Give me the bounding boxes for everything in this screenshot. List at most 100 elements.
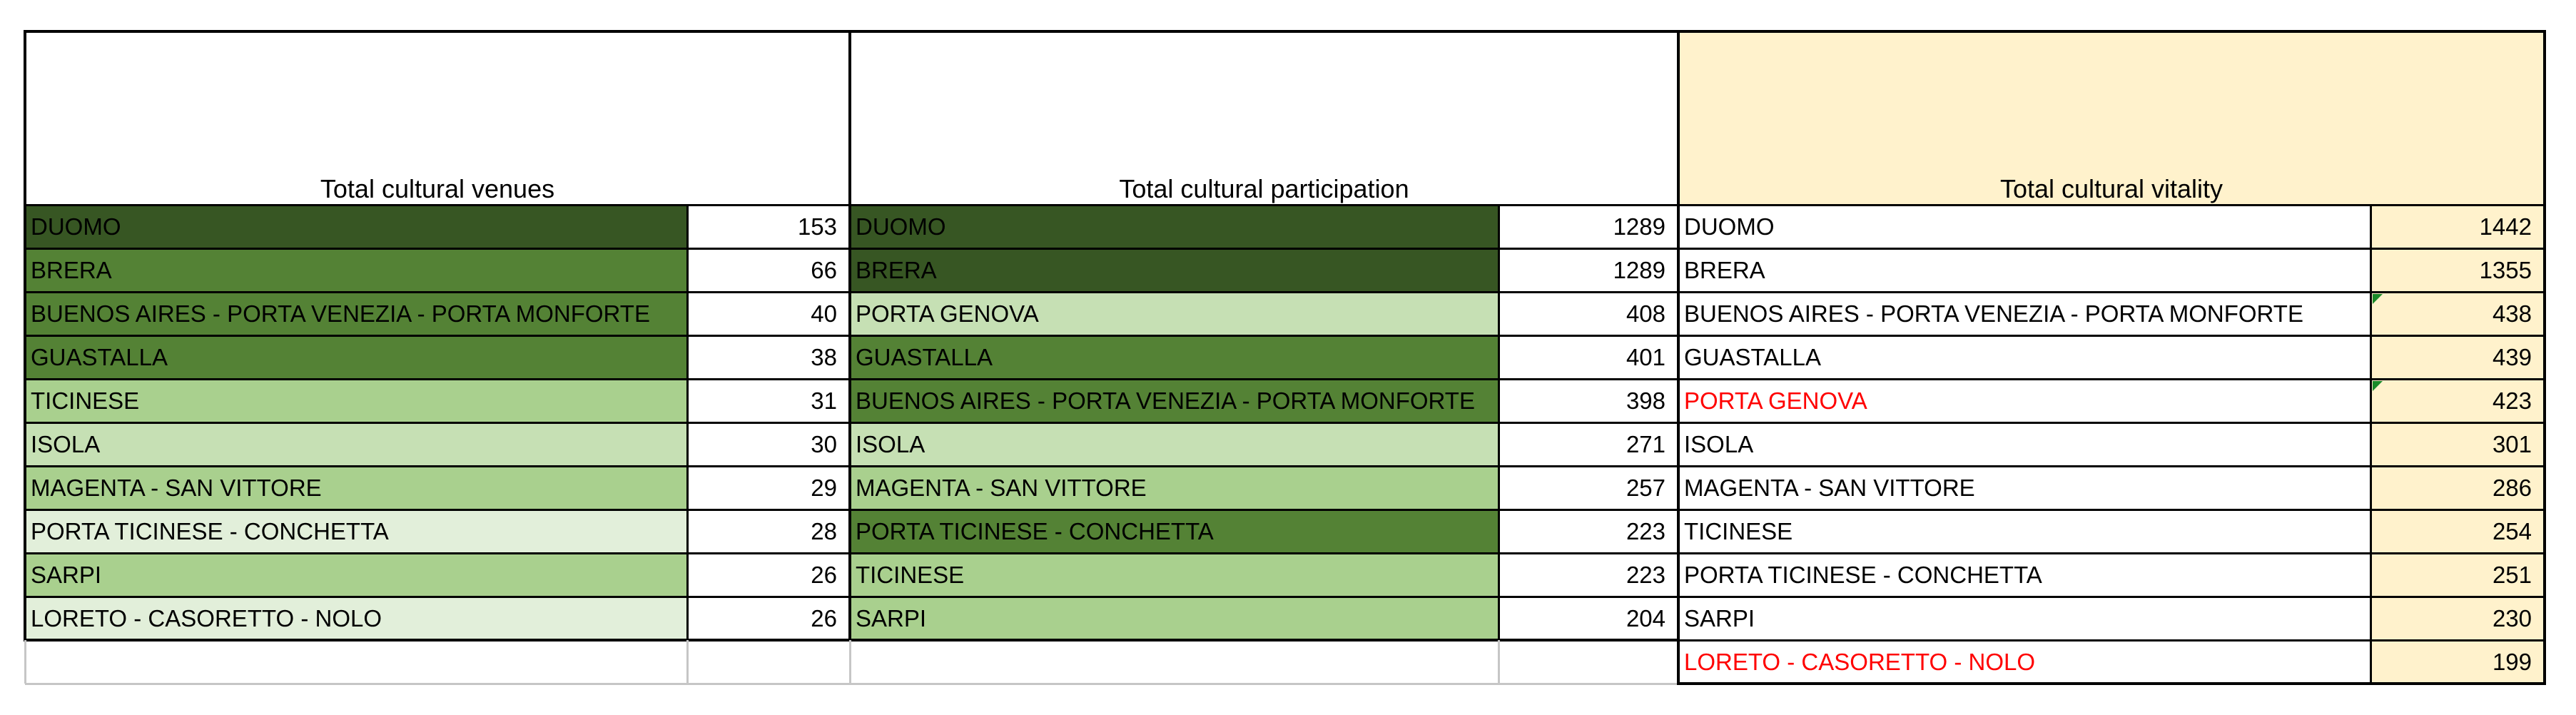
column-divider [1498,205,1500,640]
row-border [25,248,850,250]
district-name-cell[interactable]: PORTA TICINESE - CONCHETTA [850,509,1499,553]
district-name-cell[interactable]: ISOLA [25,422,687,466]
row-border [25,378,850,380]
row-border [25,291,850,293]
table-header: Total cultural vitality [1999,174,2223,203]
district-name-cell[interactable]: PORTA GENOVA [1684,387,1867,414]
row-border [1678,552,2545,554]
district-name-cell[interactable]: BUENOS AIRES - PORTA VENEZIA - PORTA MON… [25,292,687,335]
value-cell[interactable]: 251 [2370,553,2545,597]
value-cell[interactable]: 40 [811,300,837,327]
value-cell[interactable]: 439 [2370,335,2545,379]
district-name-cell[interactable]: SARPI [850,597,1499,640]
row-border [850,248,1678,250]
value-cell[interactable]: 26 [811,562,837,588]
value-cell[interactable]: 1355 [2370,248,2545,292]
value-cell[interactable]: 271 [1626,431,1665,457]
district-name-cell[interactable]: DUOMO [25,205,687,248]
row-border [850,552,1678,554]
empty-grid-line [25,683,850,685]
comment-indicator-icon[interactable] [2373,381,2383,391]
district-name-cell[interactable]: ISOLA [850,422,1499,466]
district-name-cell[interactable]: TICINESE [25,379,687,422]
row-border [1678,639,2545,642]
district-name-cell[interactable]: GUASTALLA [850,335,1499,379]
row-border [25,596,850,598]
table-frame [848,30,1680,642]
row-border [850,291,1678,293]
value-cell[interactable]: 230 [2370,597,2545,640]
row-border [25,335,850,337]
value-cell[interactable]: 28 [811,518,837,544]
district-name-cell[interactable]: BRERA [850,248,1499,292]
value-cell[interactable]: 31 [811,387,837,414]
district-name-cell[interactable]: DUOMO [1684,213,1775,240]
value-cell[interactable]: 204 [1626,605,1665,632]
empty-grid-line [24,640,26,684]
row-border [850,509,1678,511]
row-border [25,204,850,206]
value-cell[interactable]: 301 [2370,422,2545,466]
district-name-cell[interactable]: BRERA [1684,257,1765,283]
row-border [1678,509,2545,511]
value-cell[interactable]: 1289 [1613,213,1665,240]
value-cell[interactable]: 257 [1626,475,1665,501]
district-name-cell[interactable]: PORTA TICINESE - CONCHETTA [25,509,687,553]
district-name-cell[interactable]: TICINESE [1684,518,1793,544]
comment-indicator-icon[interactable] [2373,294,2383,304]
value-cell[interactable]: 223 [1626,518,1665,544]
row-border [850,596,1678,598]
row-border [850,465,1678,467]
district-name-cell[interactable]: MAGENTA - SAN VITTORE [1684,475,1975,501]
value-cell[interactable]: 254 [2370,509,2545,553]
value-cell[interactable]: 223 [1626,562,1665,588]
district-name-cell[interactable]: PORTA TICINESE - CONCHETTA [1684,562,2042,588]
district-name-cell[interactable]: TICINESE [850,553,1499,597]
value-cell[interactable]: 438 [2370,292,2545,335]
value-cell[interactable]: 408 [1626,300,1665,327]
value-cell[interactable]: 199 [2370,640,2545,684]
row-border [1678,335,2545,337]
row-border [1678,378,2545,380]
district-name-cell[interactable]: DUOMO [850,205,1499,248]
district-name-cell[interactable]: BRERA [25,248,687,292]
value-cell[interactable]: 30 [811,431,837,457]
value-cell[interactable]: 153 [797,213,837,240]
row-border [1678,465,2545,467]
value-cell[interactable]: 398 [1626,387,1665,414]
district-name-cell[interactable]: PORTA GENOVA [850,292,1499,335]
row-border [1678,204,2545,206]
row-border [1678,248,2545,250]
value-cell[interactable]: 286 [2370,466,2545,509]
district-name-cell[interactable]: LORETO - CASORETTO - NOLO [1684,649,2036,675]
district-name-cell[interactable]: BUENOS AIRES - PORTA VENEZIA - PORTA MON… [850,379,1499,422]
district-name-cell[interactable]: LORETO - CASORETTO - NOLO [25,597,687,640]
row-border [850,335,1678,337]
row-border [25,465,850,467]
table-frame [24,30,851,642]
value-cell[interactable]: 29 [811,475,837,501]
value-cell[interactable]: 26 [811,605,837,632]
column-divider [686,205,689,640]
value-cell[interactable]: 423 [2370,379,2545,422]
row-border [850,378,1678,380]
district-name-cell[interactable]: MAGENTA - SAN VITTORE [25,466,687,509]
empty-grid-line [850,683,1678,685]
district-name-cell[interactable]: BUENOS AIRES - PORTA VENEZIA - PORTA MON… [1684,300,2303,327]
row-border [25,552,850,554]
value-cell[interactable]: 66 [811,257,837,283]
row-border [1678,422,2545,424]
district-name-cell[interactable]: GUASTALLA [1684,344,1821,370]
empty-grid-line [1498,640,1500,684]
value-cell[interactable]: 401 [1626,344,1665,370]
district-name-cell[interactable]: MAGENTA - SAN VITTORE [850,466,1499,509]
value-cell[interactable]: 1442 [2370,205,2545,248]
district-name-cell[interactable]: SARPI [25,553,687,597]
table-frame [1677,30,2546,685]
district-name-cell[interactable]: SARPI [1684,605,1755,632]
value-cell[interactable]: 1289 [1613,257,1665,283]
district-name-cell[interactable]: GUASTALLA [25,335,687,379]
value-cell[interactable]: 38 [811,344,837,370]
district-name-cell[interactable]: ISOLA [1684,431,1754,457]
